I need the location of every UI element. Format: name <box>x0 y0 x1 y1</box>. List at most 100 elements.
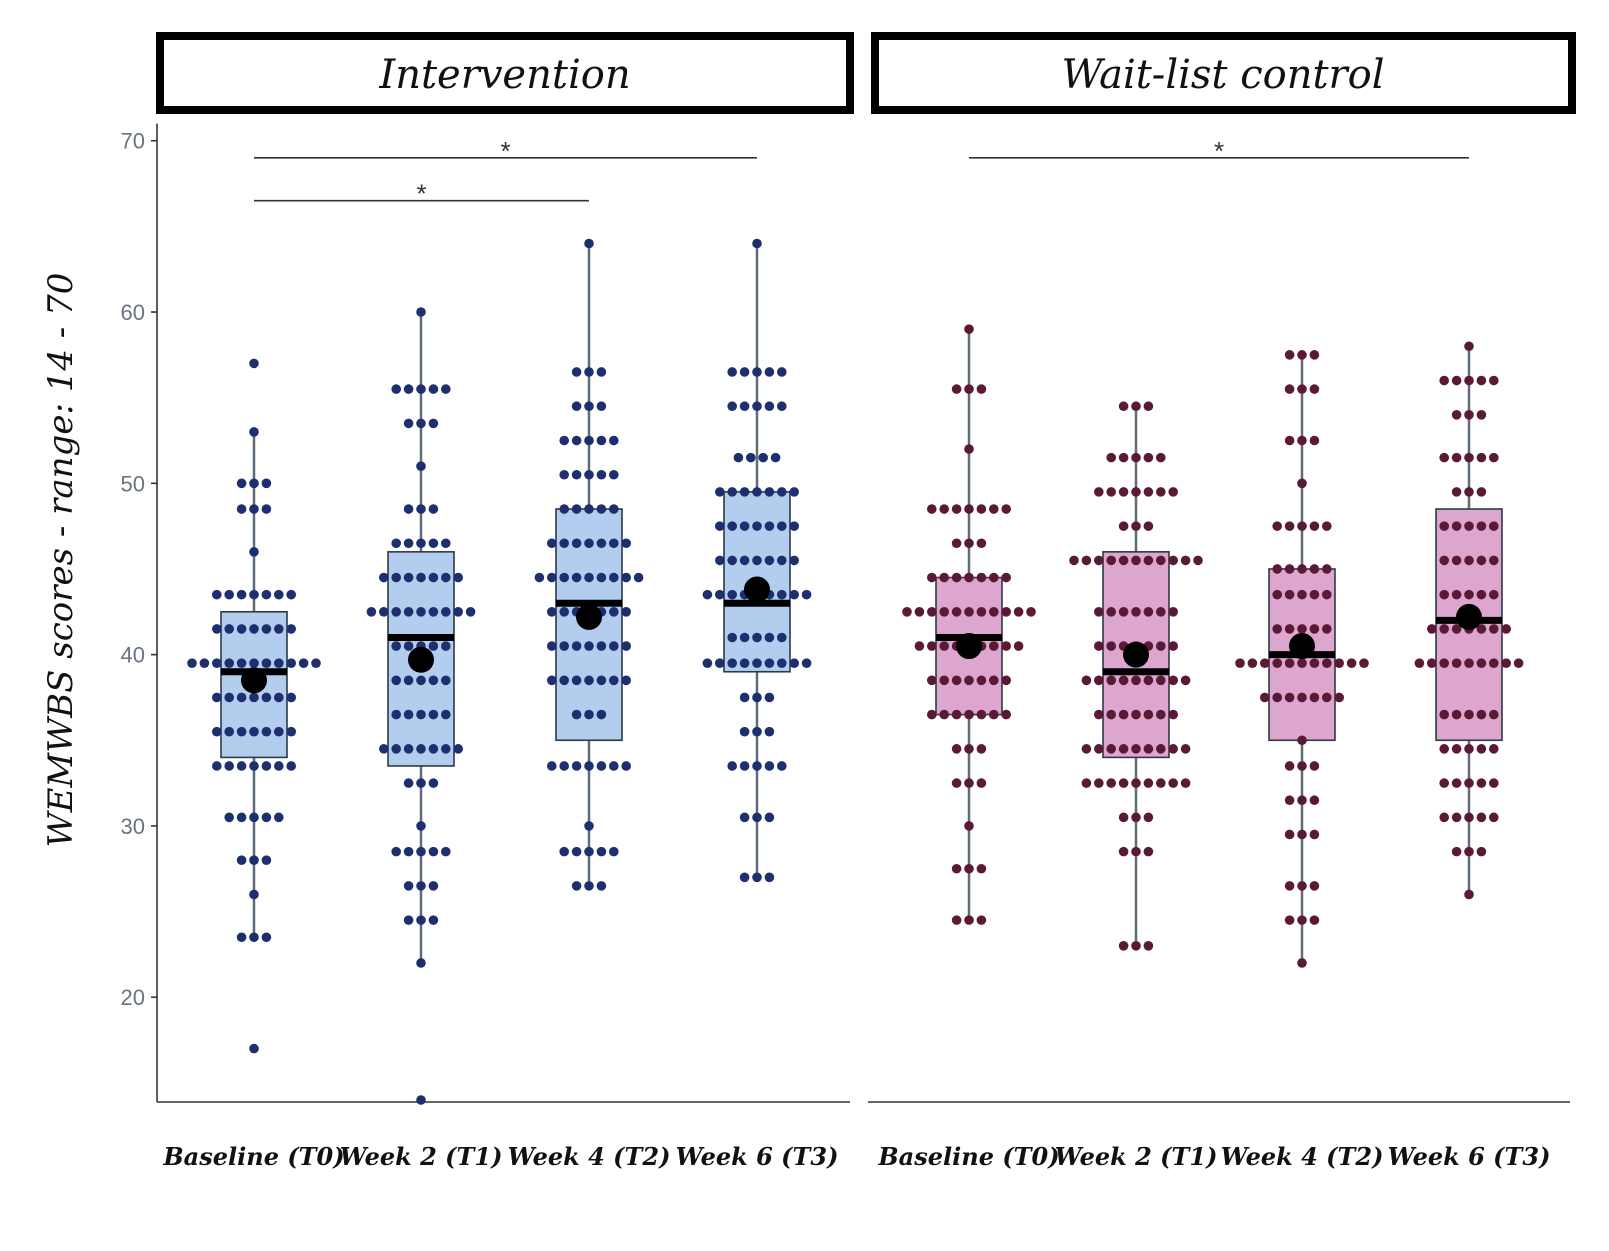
data-dot <box>1094 555 1104 566</box>
y-axis-label: WEMWBS scores - range: 14 - 70 <box>41 273 81 848</box>
data-dot <box>224 692 234 703</box>
data-dot <box>951 504 962 514</box>
data-dot <box>1489 709 1499 720</box>
data-dot <box>609 606 619 617</box>
data-dot <box>596 881 607 891</box>
data-dot <box>1094 641 1104 651</box>
data-dot <box>764 726 775 737</box>
data-dot <box>1143 452 1154 463</box>
data-dot <box>976 778 987 788</box>
data-dot <box>249 812 259 823</box>
data-dot <box>1427 658 1437 668</box>
data-dot <box>1489 778 1499 788</box>
data-dot <box>249 478 259 489</box>
data-dot <box>1309 761 1320 771</box>
data-dot <box>789 555 799 566</box>
data-dot <box>1131 555 1141 566</box>
data-dot <box>752 726 762 737</box>
data-dot <box>584 469 594 480</box>
data-dot <box>764 632 775 643</box>
data-dot <box>764 692 775 703</box>
data-dot <box>1297 564 1307 574</box>
data-dot <box>559 572 569 583</box>
data-dot <box>964 324 974 334</box>
data-dot <box>584 401 594 412</box>
data-dot <box>1451 410 1462 420</box>
data-dot <box>1143 812 1154 823</box>
data-dot <box>391 744 402 754</box>
data-dot <box>1001 504 1011 514</box>
data-dot <box>1464 375 1474 386</box>
data-dot <box>274 761 284 771</box>
data-dot <box>1322 658 1332 668</box>
data-dot <box>1118 675 1129 686</box>
data-dot <box>224 658 234 668</box>
data-dot <box>1118 452 1129 463</box>
data-dot <box>1118 744 1129 754</box>
data-dot <box>1272 589 1282 600</box>
data-dot <box>1309 384 1320 394</box>
data-dot <box>976 572 987 583</box>
data-dot <box>1284 350 1295 360</box>
data-dot <box>914 606 925 617</box>
data-dot <box>441 538 451 549</box>
data-dot <box>311 658 321 668</box>
data-dot <box>403 538 414 549</box>
data-dot <box>403 641 414 651</box>
data-dot <box>752 238 762 249</box>
data-dot <box>1168 709 1178 720</box>
data-dot <box>1309 589 1320 600</box>
data-dot <box>416 1095 426 1105</box>
data-dot <box>261 658 272 668</box>
data-dot <box>1439 521 1449 531</box>
data-dot <box>1156 606 1166 617</box>
data-dot <box>224 726 234 737</box>
data-dot <box>584 761 594 771</box>
data-dot <box>261 855 272 865</box>
data-dot <box>1118 778 1129 788</box>
data-dot <box>1439 709 1449 720</box>
data-dot <box>964 778 974 788</box>
data-dot <box>584 435 594 446</box>
data-dot <box>1106 778 1116 788</box>
mean-marker <box>956 633 982 660</box>
data-dot <box>1131 521 1141 531</box>
y-tick-label: 70 <box>121 129 145 154</box>
box-group <box>1414 341 1524 900</box>
data-dot <box>1297 478 1307 489</box>
data-dot <box>1451 555 1462 566</box>
data-dot <box>715 521 725 531</box>
data-dot <box>764 555 775 566</box>
data-dot <box>1489 521 1499 531</box>
data-dot <box>1284 384 1295 394</box>
data-dot <box>777 632 787 643</box>
data-dot <box>441 384 451 394</box>
data-dot <box>274 589 284 600</box>
data-dot <box>1168 641 1178 651</box>
data-dot <box>951 384 962 394</box>
data-dot <box>1143 846 1154 857</box>
data-dot <box>403 606 414 617</box>
data-dot <box>1476 846 1487 857</box>
data-dot <box>379 572 389 583</box>
data-dot <box>1451 624 1462 634</box>
data-dot <box>1106 744 1116 754</box>
data-dot <box>571 401 582 412</box>
data-dot <box>739 632 750 643</box>
data-dot <box>1322 521 1332 531</box>
data-dot <box>236 478 247 489</box>
data-dot <box>951 709 962 720</box>
data-dot <box>1476 589 1487 600</box>
data-dot <box>1094 744 1104 754</box>
data-dot <box>1131 846 1141 857</box>
data-dot <box>391 846 402 857</box>
data-dot <box>249 589 259 600</box>
data-dot <box>702 589 713 600</box>
data-dot <box>951 778 962 788</box>
data-dot <box>212 589 222 600</box>
data-dot <box>1322 692 1332 703</box>
data-dot <box>1464 589 1474 600</box>
data-dot <box>777 367 787 377</box>
data-dot <box>261 478 272 489</box>
